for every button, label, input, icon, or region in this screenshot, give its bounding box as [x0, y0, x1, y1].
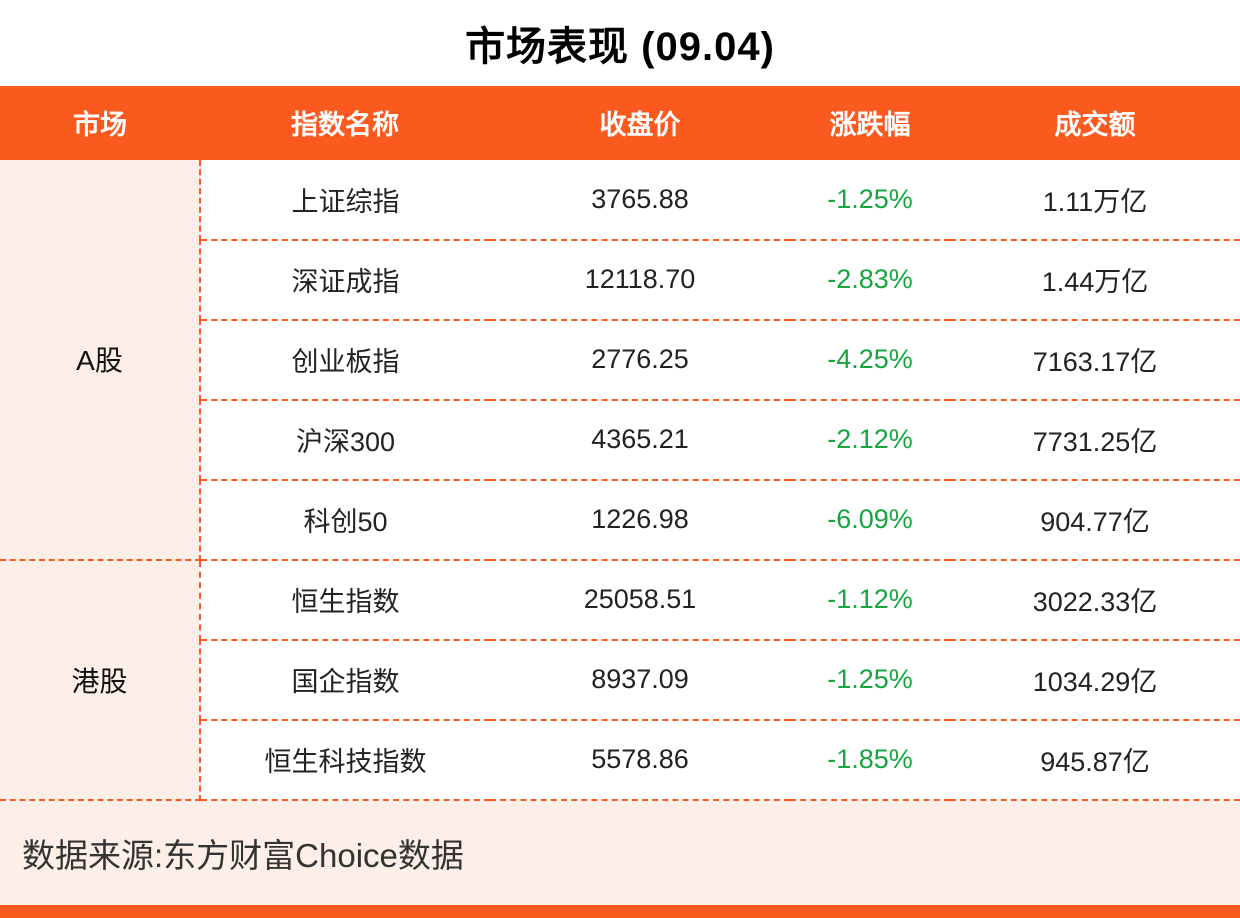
index-name: 沪深300 — [200, 399, 490, 481]
table-row: A股 上证综指 3765.88 -1.25% 1.11万亿 — [0, 159, 1240, 561]
change-percent: -1.25% — [790, 639, 950, 721]
change-percent: -2.83% — [790, 239, 950, 321]
change-percent: -1.12% — [790, 559, 950, 641]
table-row: 恒生科技指数 5578.86 -1.85% 945.87亿 — [0, 719, 1240, 801]
change-percent: -1.25% — [790, 159, 950, 241]
change-percent: -1.85% — [790, 719, 950, 801]
index-name: 科创50 — [200, 479, 490, 561]
change-percent: -4.25% — [790, 319, 950, 401]
close-price: 4365.21 — [490, 399, 790, 481]
header-row: 市场 指数名称 收盘价 涨跌幅 成交额 — [0, 85, 1240, 160]
turnover: 3022.33亿 — [950, 559, 1240, 641]
page-title: 市场表现 (09.04) — [465, 24, 775, 69]
col-header-index-name: 指数名称 — [200, 85, 490, 160]
close-price: 2776.25 — [490, 319, 790, 401]
bottom-accent-bar — [0, 905, 1240, 918]
table-row: 港股 恒生指数 25058.51 -1.12% 3022.33亿 — [0, 559, 1240, 801]
col-header-market: 市场 — [0, 85, 200, 160]
turnover: 1034.29亿 — [950, 639, 1240, 721]
turnover: 1.11万亿 — [950, 159, 1240, 241]
index-name: 国企指数 — [200, 639, 490, 721]
table-row: 深证成指 12118.70 -2.83% 1.44万亿 — [0, 239, 1240, 321]
market-group-label-hk: 港股 — [0, 559, 201, 801]
table-row: 创业板指 2776.25 -4.25% 7163.17亿 — [0, 319, 1240, 401]
col-header-close-price: 收盘价 — [490, 85, 790, 160]
close-price: 5578.86 — [490, 719, 790, 801]
table-row: 沪深300 4365.21 -2.12% 7731.25亿 — [0, 399, 1240, 481]
close-price: 8937.09 — [490, 639, 790, 721]
close-price: 1226.98 — [490, 479, 790, 561]
close-price: 3765.88 — [490, 159, 790, 241]
table-row: 国企指数 8937.09 -1.25% 1034.29亿 — [0, 639, 1240, 721]
turnover: 7163.17亿 — [950, 319, 1240, 401]
turnover: 945.87亿 — [950, 719, 1240, 801]
index-name: 恒生科技指数 — [200, 719, 490, 801]
data-source: 数据来源:东方财富Choice数据 — [0, 800, 1240, 906]
turnover: 7731.25亿 — [950, 399, 1240, 481]
index-name: 深证成指 — [200, 239, 490, 321]
col-header-turnover: 成交额 — [950, 85, 1240, 160]
market-table: 市场 指数名称 收盘价 涨跌幅 成交额 A股 上证综指 3765.88 -1.2… — [0, 85, 1240, 801]
change-percent: -2.12% — [790, 399, 950, 481]
index-name: 创业板指 — [200, 319, 490, 401]
table-row: 科创50 1226.98 -6.09% 904.77亿 — [0, 479, 1240, 561]
market-group-label-a-share: A股 — [0, 159, 201, 561]
close-price: 12118.70 — [490, 239, 790, 321]
close-price: 25058.51 — [490, 559, 790, 641]
change-percent: -6.09% — [790, 479, 950, 561]
index-name: 恒生指数 — [200, 559, 490, 641]
col-header-change-percent: 涨跌幅 — [790, 85, 950, 160]
turnover: 1.44万亿 — [950, 239, 1240, 321]
index-name: 上证综指 — [200, 159, 490, 241]
turnover: 904.77亿 — [950, 479, 1240, 561]
